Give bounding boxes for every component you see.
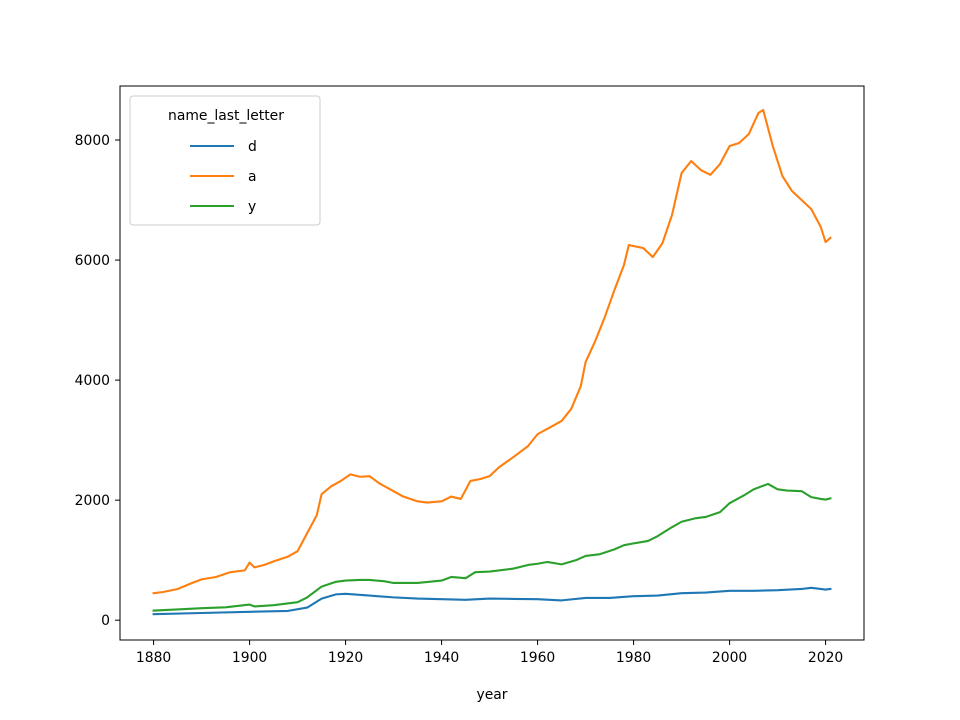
legend: name_last_letter day [129, 95, 321, 226]
x-tick-label: 2000 [712, 650, 747, 666]
x-tick-label: 1880 [136, 650, 171, 666]
x-axis-ticks: 1880 1900 1920 1940 1960 1980 2000 2020 [136, 640, 843, 666]
legend-entries: day [190, 139, 257, 215]
series-line-y [152, 482, 832, 612]
x-tick-label: 1940 [424, 650, 459, 666]
plot-lines [152, 108, 832, 616]
legend-label-a: a [248, 169, 257, 185]
x-tick-label: 2020 [808, 650, 843, 666]
y-tick-label: 6000 [75, 253, 110, 269]
x-tick-label: 1980 [616, 650, 651, 666]
y-tick-label: 8000 [75, 133, 110, 149]
legend-label-y: y [248, 199, 256, 215]
x-tick-label: 1960 [520, 650, 555, 666]
y-axis-ticks: 0 2000 4000 6000 8000 [75, 133, 120, 629]
x-axis-title: year [477, 687, 508, 703]
series-line-d [152, 586, 832, 616]
y-tick-label: 0 [101, 613, 110, 629]
y-tick-label: 2000 [75, 493, 110, 509]
legend-label-d: d [248, 139, 257, 155]
y-tick-label: 4000 [75, 373, 110, 389]
x-tick-label: 1900 [232, 650, 267, 666]
axes-frame [119, 85, 865, 641]
legend-box [129, 95, 321, 226]
series-line-a [152, 108, 832, 595]
x-tick-label: 1920 [328, 650, 363, 666]
legend-title: name_last_letter [168, 108, 284, 124]
